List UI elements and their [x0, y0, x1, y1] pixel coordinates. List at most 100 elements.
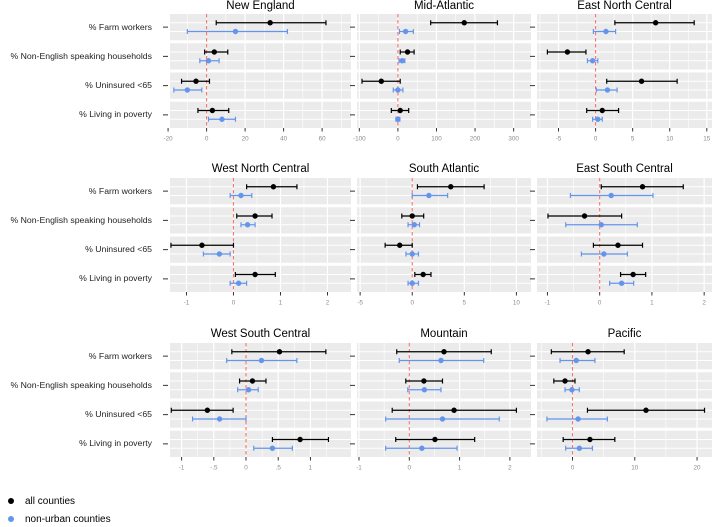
x-tick-label: -5	[556, 136, 562, 143]
point-estimate	[219, 116, 225, 122]
point-estimate	[245, 387, 252, 393]
point-estimate	[276, 349, 283, 355]
x-tick-label: 5	[463, 300, 467, 307]
y-axis-label: % Farm workers	[88, 185, 152, 196]
series-all-counties	[170, 184, 298, 278]
point-estimate	[421, 387, 428, 393]
panel-title-east-north-central: East North Central	[577, 0, 672, 12]
x-tick-label: -1	[184, 300, 190, 307]
panel-title-mid-atlantic: Mid-Atlantic	[413, 0, 475, 12]
y-axis-label: % Living in poverty	[79, 273, 152, 284]
point-estimate	[397, 242, 403, 248]
x-tick-label: 1	[650, 300, 654, 307]
panel-mountain: -1 0 1 2	[350, 343, 531, 472]
point-estimate	[235, 280, 242, 286]
panel-mid-atlantic: -100 0 100 200 300	[350, 14, 531, 143]
point-estimate	[603, 28, 609, 35]
y-axis-label: % Non-English speaking households	[10, 379, 152, 390]
panel-title-new-england: New England	[226, 0, 295, 12]
x-tick-label: -1	[545, 300, 551, 307]
point-estimate	[615, 242, 621, 248]
point-estimate	[601, 251, 607, 257]
legend: all counties non-urban counties	[8, 492, 111, 527]
point-estimate	[643, 407, 649, 413]
panel-title-east-south-central: East South Central	[576, 163, 673, 175]
point-estimate	[461, 20, 467, 26]
point-estimate	[438, 357, 444, 364]
point-estimate	[581, 213, 588, 219]
legend-dot-all-counties-icon	[8, 498, 14, 504]
point-estimate	[599, 107, 605, 114]
series-all-counties	[391, 349, 518, 443]
series-non-urban-counties	[405, 192, 449, 286]
point-estimate	[411, 222, 418, 228]
series-non-urban-counties	[392, 28, 414, 122]
series-all-counties	[361, 20, 499, 114]
series-all-counties	[546, 20, 695, 114]
point-estimate	[608, 192, 614, 199]
x-tick-label: 0	[396, 136, 400, 143]
point-estimate	[267, 20, 273, 26]
point-estimate	[232, 28, 239, 35]
point-estimate	[297, 436, 303, 443]
series-non-urban-counties	[173, 28, 289, 122]
point-estimate	[639, 184, 646, 190]
x-tick-label: 60	[319, 136, 327, 143]
x-tick-label: -1	[356, 465, 362, 472]
point-estimate	[409, 251, 415, 257]
point-estimate	[652, 20, 659, 26]
legend-item-all-counties: all counties	[8, 492, 111, 510]
x-tick-label: 300	[508, 136, 519, 143]
x-tick-label: 100	[431, 136, 442, 143]
point-estimate	[216, 416, 223, 422]
x-tick-label: 0	[598, 300, 602, 307]
panel-pacific: 0 10 20	[530, 343, 712, 472]
point-estimate	[270, 184, 277, 190]
y-axis-label: % Farm workers	[88, 21, 152, 32]
x-tick-label: -20	[164, 136, 174, 143]
point-estimate	[562, 378, 568, 384]
point-estimate	[569, 387, 575, 393]
point-estimate	[395, 87, 401, 93]
panel-title-south-atlantic: South Atlantic	[408, 163, 480, 175]
legend-item-non-urban-counties: non-urban counties	[8, 510, 111, 527]
x-tick-label: 2	[508, 465, 512, 472]
point-estimate	[378, 78, 385, 84]
panel-west-south-central: -1 -.5 0 .5 1	[163, 343, 351, 472]
series-non-urban-counties	[191, 357, 298, 451]
x-tick-label: 5	[631, 136, 635, 143]
point-estimate	[402, 28, 409, 35]
panel-title-west-south-central: West South Central	[210, 328, 311, 340]
point-estimate	[419, 445, 425, 451]
panel-title-mountain: Mountain	[420, 328, 468, 340]
x-tick-label: 40	[280, 136, 288, 143]
point-estimate	[432, 436, 438, 443]
x-tick-label: 10	[666, 136, 674, 143]
x-tick-label: 0	[205, 136, 209, 143]
point-estimate	[258, 357, 265, 364]
point-estimate	[598, 222, 604, 228]
point-estimate	[209, 107, 216, 114]
legend-dot-non-urban-counties-icon	[8, 516, 14, 522]
series-all-counties	[550, 349, 706, 443]
point-estimate	[420, 271, 426, 278]
point-estimate	[448, 184, 454, 190]
panel-title-west-north-central: West North Central	[211, 163, 310, 175]
x-tick-label: -100	[353, 136, 366, 143]
point-estimate	[404, 49, 411, 55]
series-all-counties	[170, 349, 330, 443]
series-non-urban-counties	[586, 28, 618, 122]
x-tick-label: 20	[242, 136, 250, 143]
x-tick-label: -5	[357, 300, 363, 307]
point-estimate	[585, 349, 591, 355]
point-estimate	[249, 378, 256, 384]
point-estimate	[589, 58, 596, 64]
x-tick-label: -.5	[210, 465, 218, 472]
series-non-urban-counties	[202, 192, 256, 286]
point-estimate	[252, 271, 258, 278]
point-estimate	[409, 280, 415, 286]
x-tick-label: 200	[470, 136, 481, 143]
point-estimate	[595, 116, 601, 122]
point-estimate	[630, 271, 636, 278]
point-estimate	[216, 251, 223, 257]
